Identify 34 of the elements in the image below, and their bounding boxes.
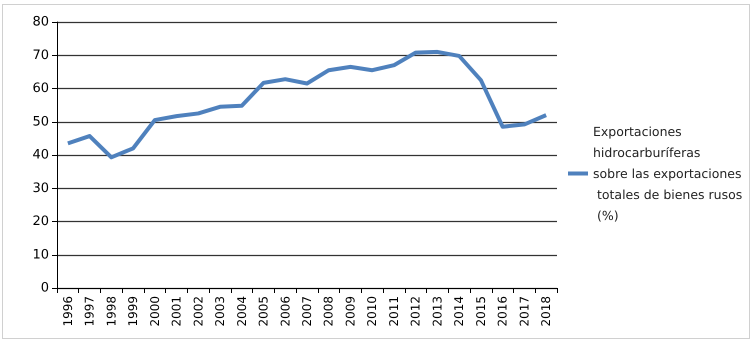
y-tick-label: 50	[32, 114, 49, 130]
x-tick-label: 2015	[474, 296, 488, 327]
x-tick-label: 2010	[365, 296, 380, 327]
x-tick-label: 2013	[430, 296, 444, 327]
x-tick-label: 2017	[517, 296, 532, 327]
x-tick-label: 2012	[408, 296, 423, 327]
y-tick-label: 0	[40, 280, 49, 296]
x-tick-label: 1999	[126, 296, 140, 327]
x-tick-label: 1996	[60, 296, 75, 327]
x-tick-label: 2002	[191, 296, 206, 327]
x-tick-label: 2009	[343, 296, 358, 327]
x-tick-label: 2014	[452, 296, 466, 327]
y-tick-label: 40	[32, 148, 49, 162]
x-tick-label: 2005	[256, 296, 271, 327]
x-tick-label: 2004	[234, 296, 249, 327]
x-tick-label: 1998	[104, 296, 118, 327]
x-tick-label: 2011	[386, 296, 401, 327]
x-tick-label: 2016	[496, 296, 510, 327]
x-tick-label: 2001	[170, 296, 184, 327]
line-series	[66, 50, 548, 160]
y-tick-label: 20	[32, 214, 49, 229]
y-tick-label: 30	[32, 180, 49, 196]
y-tick-label: 80	[32, 14, 49, 30]
x-tick-label: 2000	[148, 296, 162, 327]
y-tick-label: 10	[32, 247, 49, 262]
x-tick-label: 2003	[213, 296, 228, 327]
y-tick-label: 70	[32, 48, 49, 63]
x-tick-label: 2007	[300, 296, 314, 327]
legend-label: Exportaciones hidrocarburíferas sobre las exportaciones totales de bienes rusos (%)	[593, 124, 742, 223]
x-tick-label: 1997	[82, 296, 97, 327]
x-tick-label: 2008	[322, 296, 336, 327]
y-tick-label: 60	[32, 81, 49, 96]
x-tick-label: 2006	[278, 296, 292, 327]
x-tick-label: 2018	[539, 296, 554, 327]
